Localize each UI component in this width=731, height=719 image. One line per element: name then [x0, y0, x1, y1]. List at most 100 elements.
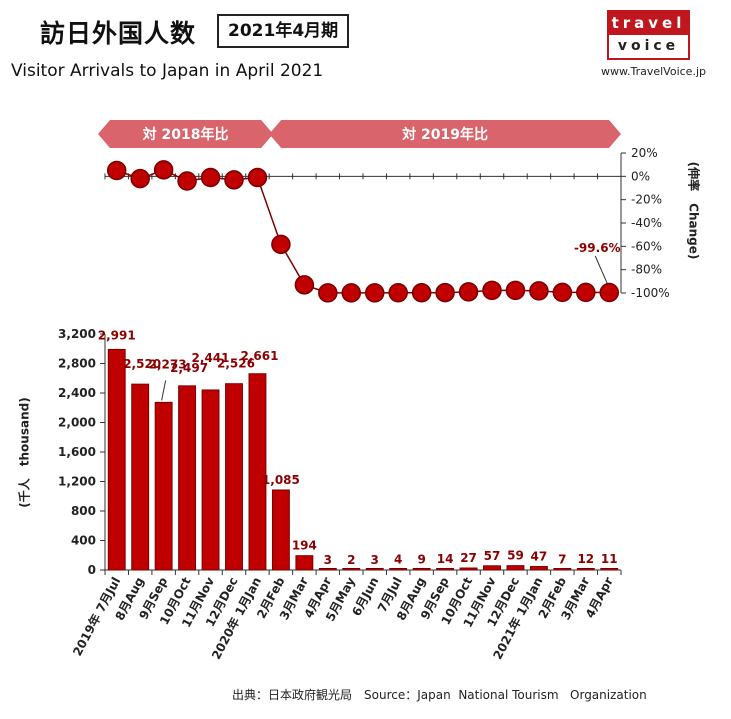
source-credit: 出典：日本政府観光局 Source：Japan National Tourism…: [232, 688, 647, 702]
bar-value-label: 2,497: [170, 361, 208, 375]
change-point: [458, 282, 479, 302]
annotation-label: -99.6%: [574, 241, 621, 255]
bar: [459, 567, 478, 571]
bar: [201, 389, 220, 571]
segment-label: 対 2018年比: [142, 126, 229, 143]
change-point: [505, 280, 526, 301]
bar-y-tick-label: 3,200: [58, 327, 96, 341]
change-point: [130, 168, 150, 189]
bar-y-tick-label: 1,600: [58, 445, 96, 459]
line-y-tick-label: -100%: [631, 286, 670, 300]
change-point: [177, 171, 197, 191]
change-point: [599, 282, 620, 303]
page-subtitle: Visitor Arrivals to Japan in April 2021: [11, 61, 324, 81]
change-point: [341, 283, 362, 303]
change-point: [388, 283, 408, 303]
bar-value-label: 2,661: [240, 349, 278, 363]
period-badge: 2021年4月期: [217, 14, 350, 48]
change-point: [247, 167, 268, 188]
bar-value-label: 2,520: [123, 357, 161, 371]
change-point: [294, 275, 315, 295]
bar-value-label: 27: [460, 551, 477, 565]
bar-value-label: 12: [577, 552, 594, 566]
annotation-leader: [594, 255, 608, 284]
travelvoice-logo: travel voice: [607, 10, 690, 60]
bar-value-label: 2: [347, 553, 355, 567]
change-point: [435, 282, 455, 303]
change-point: [529, 281, 549, 301]
change-point: [482, 280, 502, 301]
bar: [436, 568, 455, 571]
bar: [154, 401, 173, 571]
bar-value-label: 2,526: [217, 357, 255, 371]
bar-y-tick-label: 2,400: [58, 386, 96, 400]
bar: [295, 555, 314, 571]
bar: [365, 568, 384, 571]
bar-value-label: 194: [292, 539, 317, 553]
segment-arrow: [269, 120, 621, 148]
bar-value-label: 9: [417, 552, 425, 566]
bar-y-tick-label: 2,000: [58, 416, 96, 430]
change-point: [576, 282, 596, 303]
logo-bottom-text: voice: [609, 35, 688, 58]
line-y-tick-label: 20%: [631, 146, 658, 160]
bar-value-label: 3: [371, 553, 379, 567]
bar: [389, 568, 408, 571]
bar-value-label: 3: [324, 553, 332, 567]
bar-value-label: 7: [558, 552, 566, 566]
bar: [271, 489, 290, 571]
change-line: [116, 169, 610, 294]
change-point: [224, 170, 244, 190]
bar-y-tick-label: 0: [88, 563, 96, 577]
site-url: www.TravelVoice.jp: [601, 65, 706, 78]
page-title: 訪日外国人数: [40, 19, 197, 48]
bar: [553, 568, 572, 571]
bar: [248, 373, 267, 571]
line-y-tick-label: -60%: [631, 239, 662, 253]
bar-value-label: 2,441: [192, 351, 230, 365]
bar: [506, 565, 525, 571]
bar-axis-label: (千人 thousand): [17, 396, 32, 508]
bar-y-tick-label: 400: [71, 534, 96, 548]
change-point: [153, 160, 174, 180]
change-point: [200, 167, 221, 188]
logo-top-text: travel: [609, 12, 688, 35]
line-y-tick-label: -80%: [631, 263, 662, 277]
line-y-tick-label: 0%: [631, 169, 650, 183]
bar: [131, 383, 150, 571]
bar-value-label: 1,085: [262, 473, 300, 487]
bar-y-tick-label: 2,800: [58, 357, 96, 371]
bar: [576, 568, 595, 571]
bar: [412, 568, 431, 571]
bar-value-label: 4: [394, 553, 402, 567]
bar-y-tick-label: 800: [71, 504, 96, 518]
bar: [342, 568, 361, 571]
bar-value-label: 11: [601, 552, 618, 566]
line-y-tick-label: -20%: [631, 193, 662, 207]
bar: [178, 385, 197, 571]
change-point: [552, 282, 573, 303]
change-point: [318, 283, 338, 303]
bar: [600, 568, 619, 571]
bar-label-leader: [161, 380, 167, 401]
change-point: [271, 234, 291, 255]
bar: [107, 348, 126, 571]
bar: [529, 566, 548, 571]
bar: [318, 568, 337, 571]
bar-value-label: 2,273: [149, 357, 187, 371]
bar-value-label: 47: [531, 550, 548, 564]
bar-value-label: 59: [507, 549, 524, 563]
bar-value-label: 2,991: [98, 328, 136, 342]
line-y-tick-label: -40%: [631, 216, 662, 230]
line-axis-label: (伸率 Change): [686, 161, 701, 259]
bar: [483, 565, 501, 571]
change-point: [411, 283, 432, 303]
bar-value-label: 14: [437, 552, 454, 566]
change-point: [364, 283, 385, 303]
segment-label: 対 2019年比: [401, 126, 488, 143]
change-point: [106, 160, 127, 181]
bar-value-label: 57: [484, 549, 501, 563]
bar: [225, 383, 243, 571]
bar-y-tick-label: 1,200: [58, 475, 96, 489]
